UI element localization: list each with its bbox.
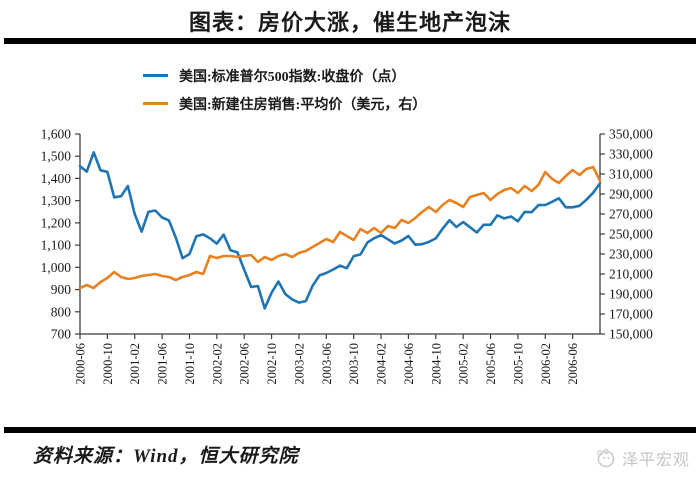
sp500-line-swatch xyxy=(143,74,168,77)
chart-title: 图表：房价大涨，催生地产泡沫 xyxy=(188,10,511,35)
right-tick-label: 350,000 xyxy=(609,127,653,142)
left-tick-label: 1,600 xyxy=(41,127,72,142)
right-tick-label: 290,000 xyxy=(609,187,653,202)
legend-item-home-price: 美国:新建住房销售:平均价（美元，右） xyxy=(143,93,426,114)
x-tick-label: 2004-02 xyxy=(375,343,389,385)
bottom-divider xyxy=(4,427,696,433)
series-line-sp500 xyxy=(78,151,602,310)
x-tick-label: 2004-10 xyxy=(429,343,443,385)
x-tick-label: 2006-02 xyxy=(539,343,553,385)
x-tick-label: 2002-10 xyxy=(265,343,279,385)
right-tick-label: 230,000 xyxy=(609,247,653,262)
right-tick-label: 330,000 xyxy=(609,147,653,162)
left-tick-label: 1,000 xyxy=(41,260,72,275)
brand-text: 泽平宏观 xyxy=(621,452,690,469)
x-tick-label: 2001-06 xyxy=(156,343,170,385)
right-tick-label: 270,000 xyxy=(609,207,653,222)
legend-label-home-price: 美国:新建住房销售:平均价（美元，右） xyxy=(179,97,427,113)
right-tick-label: 250,000 xyxy=(609,227,653,242)
x-tick-label: 2005-02 xyxy=(457,343,471,385)
left-tick-label: 1,200 xyxy=(41,215,72,230)
brand-mark: 泽平宏观 xyxy=(595,446,690,470)
x-tick-label: 2003-02 xyxy=(292,343,306,385)
x-tick-label: 2005-06 xyxy=(484,343,498,385)
legend-label-sp500: 美国:标准普尔500指数:收盘价（点） xyxy=(179,69,406,85)
home-price-line-swatch xyxy=(143,102,168,105)
x-tick-label: 2003-10 xyxy=(347,343,361,385)
legend-item-sp500: 美国:标准普尔500指数:收盘价（点） xyxy=(143,65,426,86)
x-tick-label: 2003-06 xyxy=(320,343,334,385)
x-tick-label: 2005-10 xyxy=(511,343,525,385)
x-tick-label: 2006-06 xyxy=(566,343,580,385)
x-tick-label: 2001-02 xyxy=(128,343,142,385)
x-tick-label: 2002-02 xyxy=(210,343,224,385)
left-tick-label: 800 xyxy=(51,304,72,319)
right-tick-label: 310,000 xyxy=(609,167,653,182)
series-line-home-price xyxy=(78,165,602,290)
left-tick-label: 1,400 xyxy=(41,171,72,186)
right-tick-label: 150,000 xyxy=(609,327,653,342)
x-tick-label: 2004-06 xyxy=(402,343,416,385)
brand-logo-icon xyxy=(597,448,615,468)
x-tick-label: 2001-10 xyxy=(183,343,197,385)
x-tick-label: 2000-10 xyxy=(101,343,115,385)
right-tick-label: 170,000 xyxy=(609,307,653,322)
top-divider xyxy=(4,38,696,44)
right-tick-label: 190,000 xyxy=(609,287,653,302)
right-tick-label: 210,000 xyxy=(609,267,653,282)
x-tick-label: 2000-06 xyxy=(74,343,88,385)
left-tick-label: 700 xyxy=(51,327,72,342)
chart-legend: 美国:标准普尔500指数:收盘价（点） 美国:新建住房销售:平均价（美元，右） xyxy=(143,65,426,121)
source-note: 资料来源：Wind，恒大研究院 xyxy=(33,446,299,467)
left-tick-label: 900 xyxy=(51,282,72,297)
left-tick-label: 1,100 xyxy=(41,238,72,253)
left-tick-label: 1,300 xyxy=(41,193,72,208)
left-tick-label: 1,500 xyxy=(41,149,72,164)
x-tick-label: 2002-06 xyxy=(238,343,252,385)
